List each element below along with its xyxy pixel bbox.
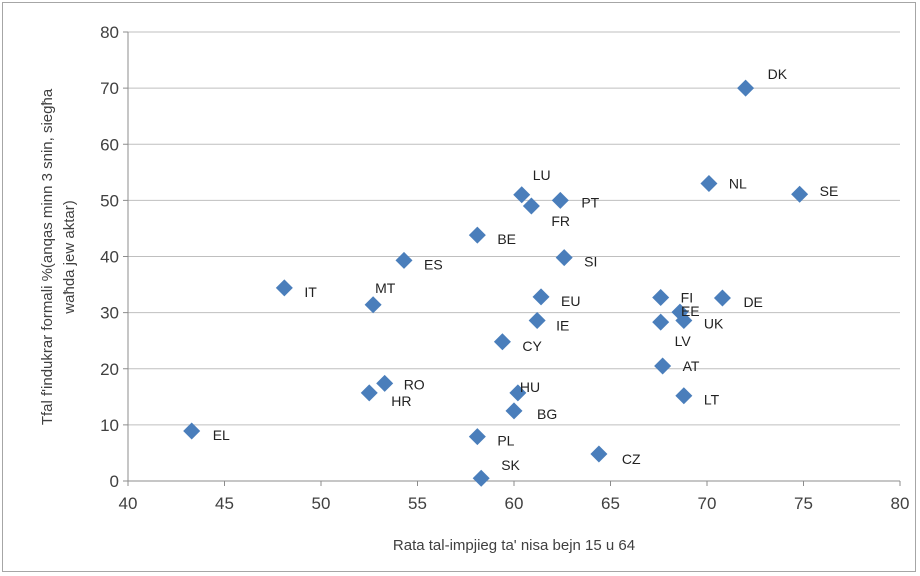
tick-labels: 0 10 20 30 40 50 60 70 80 40 45 50 55 60 65 70 75 80 <box>100 23 909 513</box>
point-label-it: IT <box>304 284 317 300</box>
x-tick-label: 75 <box>794 494 813 513</box>
data-point-ro <box>376 374 394 392</box>
axes <box>123 31 901 486</box>
x-tick-label: 70 <box>698 494 717 513</box>
point-label-be: BE <box>497 231 516 247</box>
data-point-pt <box>551 191 569 209</box>
data-point-eu <box>532 288 550 306</box>
data-point-nl <box>700 175 718 193</box>
point-label-bg: BG <box>537 406 557 422</box>
x-tick-label: 55 <box>408 494 427 513</box>
point-label-nl: NL <box>729 176 747 192</box>
data-point-es <box>395 251 413 269</box>
point-label-hu: HU <box>520 379 540 395</box>
data-point-it <box>275 279 293 297</box>
data-point-se <box>791 185 809 203</box>
point-label-fr: FR <box>551 213 570 229</box>
data-point-be <box>468 226 486 244</box>
x-tick-label: 65 <box>601 494 620 513</box>
point-label-cz: CZ <box>622 451 641 467</box>
data-point-si <box>555 249 573 267</box>
data-point-fi <box>652 288 670 306</box>
data-point-lv <box>652 313 670 331</box>
point-label-dk: DK <box>768 66 788 82</box>
point-label-fi: FI <box>681 289 693 305</box>
x-tick-label: 80 <box>891 494 910 513</box>
x-tick-label: 40 <box>119 494 138 513</box>
point-label-uk: UK <box>704 315 724 331</box>
y-tick-label: 0 <box>110 472 119 491</box>
y-tick-label: 60 <box>100 135 119 154</box>
data-point-mt <box>364 296 382 314</box>
point-label-ro: RO <box>404 376 425 392</box>
data-point-at <box>654 357 672 375</box>
point-label-sk: SK <box>501 457 520 473</box>
y-axis-title-line-2: waħda jew aktar) <box>61 200 78 314</box>
point-label-pt: PT <box>581 194 599 210</box>
point-label-lt: LT <box>704 392 720 408</box>
data-point-hr <box>360 384 378 402</box>
data-points <box>183 79 809 487</box>
point-label-si: SI <box>584 254 597 270</box>
point-label-lu: LU <box>533 167 551 183</box>
point-label-ie: IE <box>556 317 569 333</box>
data-point-fr <box>522 197 540 215</box>
data-point-uk <box>675 311 693 329</box>
y-tick-label: 40 <box>100 248 119 267</box>
point-label-de: DE <box>743 294 762 310</box>
point-label-ee: EE <box>681 303 700 319</box>
point-label-mt: MT <box>375 280 396 296</box>
x-tick-label: 60 <box>505 494 524 513</box>
data-point-lt <box>675 387 693 405</box>
point-label-cy: CY <box>522 338 542 354</box>
y-tick-label: 70 <box>100 79 119 98</box>
point-label-hr: HR <box>391 393 411 409</box>
y-tick-label: 20 <box>100 360 119 379</box>
x-axis-title: Rata tal-impjieg ta' nisa bejn 15 u 64 <box>393 537 635 554</box>
point-label-eu: EU <box>561 293 580 309</box>
y-tick-label: 50 <box>100 191 119 210</box>
data-point-cz <box>590 445 608 463</box>
data-point-lu <box>513 186 531 204</box>
y-axis-title: Tfal f'indukrar formali %(anqas minn 3 s… <box>39 88 78 425</box>
data-point-pl <box>468 428 486 446</box>
gridlines <box>128 31 900 426</box>
data-point-de <box>713 289 731 307</box>
point-label-at: AT <box>683 358 700 374</box>
y-tick-label: 10 <box>100 416 119 435</box>
data-point-bg <box>505 402 523 420</box>
point-label-se: SE <box>820 183 839 199</box>
point-labels: DK NL SE LU PT FR BE SI ES IT MT EU FI DE EE IE LV UK CY AT… <box>213 66 839 473</box>
point-label-lv: LV <box>675 333 692 349</box>
y-axis-title-line-1: Tfal f'indukrar formali %(anqas minn 3 s… <box>39 88 56 425</box>
y-tick-label: 80 <box>100 23 119 42</box>
point-label-es: ES <box>424 256 443 272</box>
data-point-cy <box>493 333 511 351</box>
y-tick-label: 30 <box>100 304 119 323</box>
data-point-el <box>183 422 201 440</box>
x-tick-label: 50 <box>312 494 331 513</box>
x-tick-label: 45 <box>215 494 234 513</box>
data-point-dk <box>737 79 755 97</box>
data-point-ie <box>528 311 546 329</box>
point-label-el: EL <box>213 427 230 443</box>
data-point-hu <box>509 384 527 402</box>
point-label-pl: PL <box>497 433 514 449</box>
data-point-sk <box>472 469 490 487</box>
